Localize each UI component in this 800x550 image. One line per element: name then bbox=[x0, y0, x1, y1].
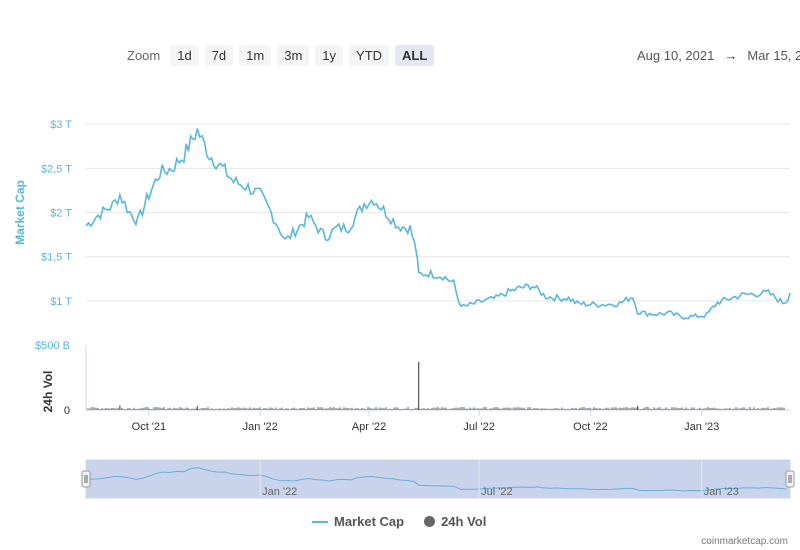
date-range-to[interactable]: Mar 15, 2 bbox=[747, 48, 800, 63]
zoom-3m-button[interactable]: 3m bbox=[277, 45, 310, 66]
market-cap-series-line bbox=[85, 128, 791, 320]
date-range: Aug 10, 2021 → Mar 15, 2 bbox=[637, 48, 800, 63]
credit-link[interactable]: coinmarketcap.com bbox=[701, 536, 788, 547]
zoom-ytd-button[interactable]: YTD bbox=[349, 45, 390, 66]
zoom-1y-button[interactable]: 1y bbox=[315, 45, 344, 66]
legend-volume-label: 24h Vol bbox=[441, 514, 487, 529]
zoom-bar: Zoom 1d 7d 1m 3m 1y YTD ALL bbox=[127, 45, 435, 66]
navigator-window bbox=[85, 459, 791, 499]
y-tick-label: $1 T bbox=[50, 296, 72, 308]
zoom-label: Zoom bbox=[127, 48, 161, 63]
arrow-right-icon: → bbox=[724, 48, 738, 63]
zoom-all-button[interactable]: ALL bbox=[395, 45, 435, 66]
navigator-handle[interactable] bbox=[785, 470, 795, 488]
volume-y-tick-label: $500 B bbox=[35, 340, 70, 352]
y-tick-label: $3 T bbox=[50, 119, 72, 131]
legend-market-cap-label: Market Cap bbox=[334, 514, 405, 529]
navigator-x-label: Jul '22 bbox=[481, 486, 512, 498]
x-tick-label: Jan '22 bbox=[243, 421, 278, 433]
y-tick-label: $2,5 T bbox=[41, 163, 72, 175]
y-tick-label: $1,5 T bbox=[41, 252, 72, 264]
zoom-1d-button[interactable]: 1d bbox=[170, 45, 199, 66]
navigator-handle[interactable] bbox=[81, 470, 91, 488]
zoom-1m-button[interactable]: 1m bbox=[239, 45, 272, 66]
y-axis-title: Market Cap bbox=[13, 180, 27, 245]
date-range-from[interactable]: Aug 10, 2021 bbox=[637, 48, 715, 63]
x-tick-label: Oct '22 bbox=[573, 421, 608, 433]
navigator-x-label: Jan '23 bbox=[704, 486, 739, 498]
x-tick-label: Oct '21 bbox=[132, 421, 167, 433]
navigator-series-line bbox=[85, 467, 787, 492]
volume-y-tick-label: 0 bbox=[64, 405, 70, 417]
x-tick-label: Jul '22 bbox=[463, 421, 494, 433]
navigator-x-label: Jan '22 bbox=[262, 486, 297, 498]
volume-axis-title: 24h Vol bbox=[41, 371, 55, 413]
y-tick-label: $2 T bbox=[50, 208, 72, 220]
dot-icon bbox=[424, 516, 436, 527]
legend: Market Cap 24h Vol bbox=[312, 514, 486, 529]
legend-volume[interactable]: 24h Vol bbox=[424, 514, 486, 529]
x-tick-label: Jan '23 bbox=[684, 421, 719, 433]
zoom-7d-button[interactable]: 7d bbox=[204, 45, 234, 66]
legend-market-cap[interactable]: Market Cap bbox=[312, 514, 404, 529]
x-tick-label: Apr '22 bbox=[352, 421, 387, 433]
line-icon bbox=[312, 520, 328, 523]
